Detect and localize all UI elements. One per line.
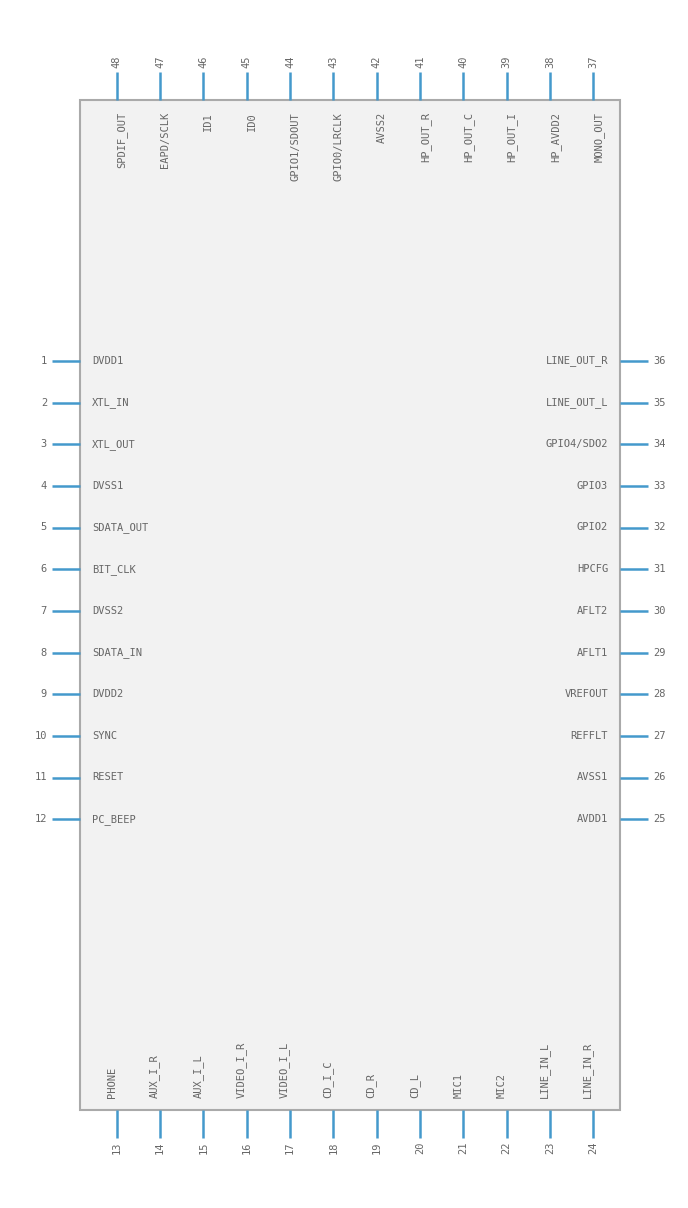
Text: 39: 39 xyxy=(502,56,512,68)
Text: 9: 9 xyxy=(41,690,47,699)
Bar xyxy=(80,100,620,1110)
Text: MIC2: MIC2 xyxy=(497,1073,506,1098)
Text: 1: 1 xyxy=(41,356,47,366)
Text: PC_BEEP: PC_BEEP xyxy=(92,814,136,825)
Text: 22: 22 xyxy=(502,1142,512,1155)
Text: AFLT2: AFLT2 xyxy=(577,606,608,616)
Text: 25: 25 xyxy=(653,814,665,824)
Text: 32: 32 xyxy=(653,523,665,533)
Text: MIC1: MIC1 xyxy=(453,1073,463,1098)
Text: 13: 13 xyxy=(111,1142,122,1155)
Text: 34: 34 xyxy=(653,440,665,449)
Text: 45: 45 xyxy=(241,56,252,68)
Text: 41: 41 xyxy=(415,56,425,68)
Text: 21: 21 xyxy=(458,1142,469,1155)
Text: SDATA_IN: SDATA_IN xyxy=(92,647,142,658)
Text: 24: 24 xyxy=(588,1142,599,1155)
Text: 35: 35 xyxy=(653,397,665,407)
Text: 27: 27 xyxy=(653,731,665,741)
Text: VIDEO_I_L: VIDEO_I_L xyxy=(279,1041,290,1098)
Text: 17: 17 xyxy=(285,1142,295,1155)
Text: GPIO1/SDOUT: GPIO1/SDOUT xyxy=(290,112,300,181)
Text: 37: 37 xyxy=(588,56,599,68)
Text: 20: 20 xyxy=(415,1142,425,1155)
Text: GPIO2: GPIO2 xyxy=(577,523,608,533)
Text: 10: 10 xyxy=(34,731,47,741)
Text: RESET: RESET xyxy=(92,772,123,783)
Text: DVSS1: DVSS1 xyxy=(92,481,123,490)
Text: 26: 26 xyxy=(653,772,665,783)
Text: 29: 29 xyxy=(653,647,665,657)
Text: 33: 33 xyxy=(653,481,665,490)
Text: LINE_OUT_L: LINE_OUT_L xyxy=(546,397,608,408)
Text: AVDD1: AVDD1 xyxy=(577,814,608,824)
Text: AVSS2: AVSS2 xyxy=(376,112,387,144)
Text: MONO_OUT: MONO_OUT xyxy=(593,112,604,162)
Text: HP_OUT_R: HP_OUT_R xyxy=(420,112,431,162)
Text: BIT_CLK: BIT_CLK xyxy=(92,564,136,575)
Text: 15: 15 xyxy=(198,1142,208,1155)
Text: AFLT1: AFLT1 xyxy=(577,647,608,657)
Text: 38: 38 xyxy=(545,56,555,68)
Text: 19: 19 xyxy=(372,1142,382,1155)
Text: 6: 6 xyxy=(41,564,47,574)
Text: 46: 46 xyxy=(198,56,208,68)
Text: HP_AVDD2: HP_AVDD2 xyxy=(550,112,561,162)
Text: SYNC: SYNC xyxy=(92,731,117,741)
Text: DVSS2: DVSS2 xyxy=(92,606,123,616)
Text: 2: 2 xyxy=(41,397,47,407)
Text: AVSS1: AVSS1 xyxy=(577,772,608,783)
Text: 23: 23 xyxy=(545,1142,555,1155)
Text: XTL_IN: XTL_IN xyxy=(92,397,129,408)
Text: 11: 11 xyxy=(34,772,47,783)
Text: ID0: ID0 xyxy=(247,112,257,130)
Text: 8: 8 xyxy=(41,647,47,657)
Text: 48: 48 xyxy=(111,56,122,68)
Text: 43: 43 xyxy=(328,56,338,68)
Text: GPIO0/LRCLK: GPIO0/LRCLK xyxy=(333,112,343,181)
Text: 12: 12 xyxy=(34,814,47,824)
Text: LINE_IN_L: LINE_IN_L xyxy=(539,1041,550,1098)
Text: 3: 3 xyxy=(41,440,47,449)
Text: CD_R: CD_R xyxy=(366,1073,376,1098)
Text: CD_L: CD_L xyxy=(409,1073,420,1098)
Text: GPIO4/SDO2: GPIO4/SDO2 xyxy=(546,440,608,449)
Text: 40: 40 xyxy=(458,56,469,68)
Text: VREFOUT: VREFOUT xyxy=(564,690,608,699)
Text: HPCFG: HPCFG xyxy=(577,564,608,574)
Text: EAPD/SCLK: EAPD/SCLK xyxy=(160,112,170,168)
Text: 18: 18 xyxy=(328,1142,338,1155)
Text: 7: 7 xyxy=(41,606,47,616)
Text: PHONE: PHONE xyxy=(107,1067,117,1098)
Text: SPDIF_OUT: SPDIF_OUT xyxy=(117,112,127,168)
Text: AUX_I_R: AUX_I_R xyxy=(149,1055,160,1098)
Text: 4: 4 xyxy=(41,481,47,490)
Text: XTL_OUT: XTL_OUT xyxy=(92,439,136,449)
Text: GPIO3: GPIO3 xyxy=(577,481,608,490)
Text: HP_OUT_I: HP_OUT_I xyxy=(506,112,517,162)
Text: 42: 42 xyxy=(372,56,382,68)
Text: 28: 28 xyxy=(653,690,665,699)
Text: VIDEO_I_R: VIDEO_I_R xyxy=(236,1041,247,1098)
Text: 16: 16 xyxy=(241,1142,252,1155)
Text: 5: 5 xyxy=(41,523,47,533)
Text: 36: 36 xyxy=(653,356,665,366)
Text: 14: 14 xyxy=(155,1142,165,1155)
Text: ID1: ID1 xyxy=(204,112,213,130)
Text: AUX_I_L: AUX_I_L xyxy=(193,1055,204,1098)
Text: SDATA_OUT: SDATA_OUT xyxy=(92,522,148,533)
Text: 44: 44 xyxy=(285,56,295,68)
Text: HP_OUT_C: HP_OUT_C xyxy=(463,112,474,162)
Text: 47: 47 xyxy=(155,56,165,68)
Text: REFFLT: REFFLT xyxy=(570,731,608,741)
Text: DVDD2: DVDD2 xyxy=(92,690,123,699)
Text: 30: 30 xyxy=(653,606,665,616)
Text: DVDD1: DVDD1 xyxy=(92,356,123,366)
Text: LINE_OUT_R: LINE_OUT_R xyxy=(546,355,608,366)
Text: LINE_IN_R: LINE_IN_R xyxy=(583,1041,593,1098)
Text: 31: 31 xyxy=(653,564,665,574)
Text: CD_I_C: CD_I_C xyxy=(323,1061,333,1098)
